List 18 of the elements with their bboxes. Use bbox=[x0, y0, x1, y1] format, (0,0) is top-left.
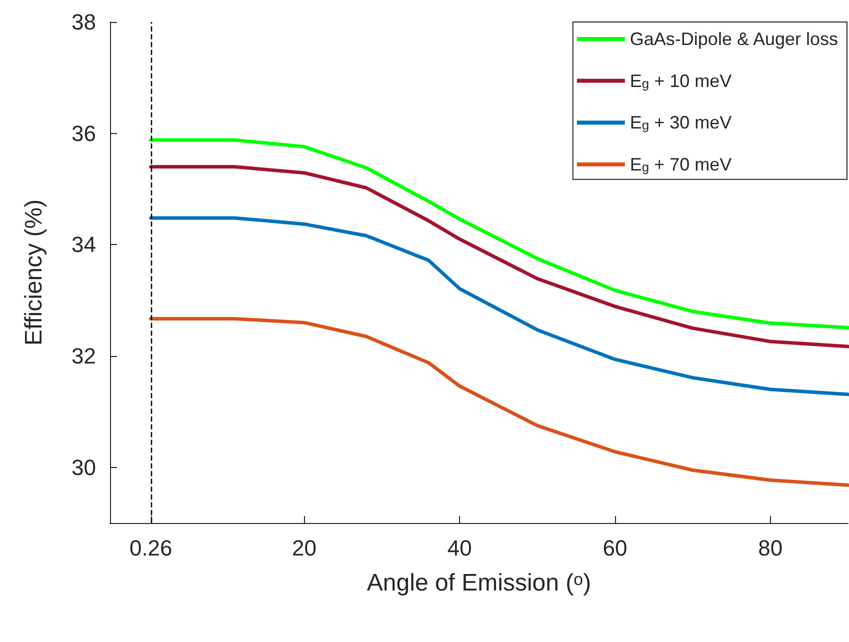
x-tick-label: 0.26 bbox=[129, 536, 172, 560]
x-tick-label: 20 bbox=[292, 536, 316, 560]
y-tick-label: 32 bbox=[72, 344, 96, 368]
x-tick-label: 40 bbox=[447, 536, 472, 560]
legend-label: Eg + 30 meV bbox=[630, 112, 732, 133]
y-tick-label: 38 bbox=[72, 10, 96, 34]
y-axis-title: Efficiency (%) bbox=[20, 199, 48, 346]
y-tick-label: 36 bbox=[72, 120, 96, 146]
line-series bbox=[149, 138, 849, 330]
y-tick-label: 34 bbox=[72, 232, 96, 258]
legend-label: Eg + 70 meV bbox=[630, 154, 732, 174]
x-tick-label: 60 bbox=[602, 536, 628, 560]
legend-label: Eg + 10 meV bbox=[630, 70, 732, 91]
x-tick-label: 80 bbox=[758, 536, 783, 560]
y-tick-label: 30 bbox=[72, 454, 96, 480]
legend-label: GaAs-Dipole & Auger loss bbox=[630, 29, 838, 49]
line-series bbox=[149, 216, 849, 396]
line-series bbox=[149, 316, 849, 487]
